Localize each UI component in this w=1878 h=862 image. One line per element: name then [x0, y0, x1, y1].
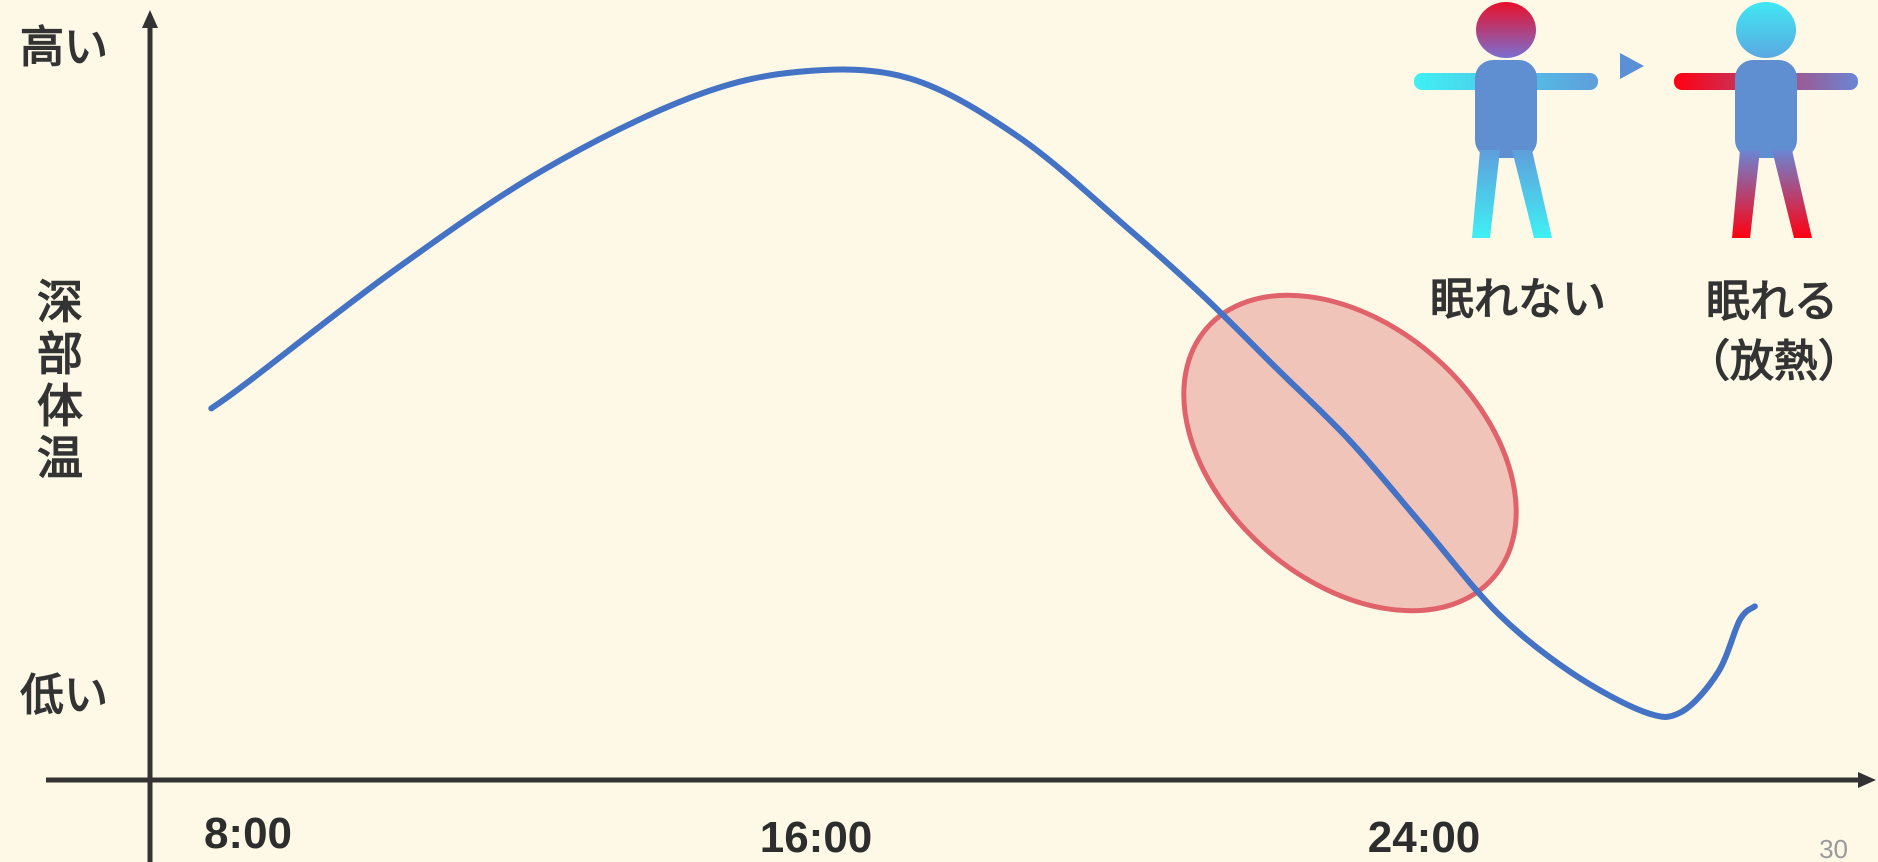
leg-icon [1472, 150, 1500, 238]
x-axis-arrowhead [1858, 772, 1876, 788]
leg-icon [1732, 150, 1760, 238]
y-axis-title-char: 温 [37, 431, 83, 485]
x-tick-label: 24:00 [1368, 813, 1481, 862]
head-icon [1476, 2, 1536, 58]
y-axis [142, 10, 158, 862]
head-icon [1736, 2, 1796, 58]
y-high-label: 高い [20, 22, 108, 73]
torso-icon [1475, 60, 1537, 158]
caption-can-sleep-sub: （放熱） [1686, 336, 1862, 387]
caption-can-sleep: 眠れる [1706, 276, 1838, 327]
y-axis-title-char: 体 [37, 379, 83, 433]
x-tick-label: 16:00 [760, 813, 873, 862]
page-number: 30 [1819, 834, 1848, 862]
figure-can-sleep: 眠れる （放熱） [1674, 2, 1862, 387]
sleep-onset-highlight [1181, 292, 1519, 614]
transition-arrow-icon [1620, 53, 1644, 79]
caption-cannot-sleep: 眠れない [1430, 274, 1606, 325]
x-axis [46, 772, 1876, 788]
y-low-label: 低い [20, 670, 108, 721]
x-tick-label: 8:00 [204, 809, 292, 858]
y-axis-title-char: 深 [37, 275, 83, 329]
leg-icon [1512, 150, 1552, 238]
y-axis-arrowhead [142, 10, 158, 28]
y-axis-title-char: 部 [37, 327, 83, 381]
figure-cannot-sleep: 眠れない [1414, 2, 1606, 325]
torso-icon [1735, 60, 1797, 158]
body-temperature-line [208, 66, 1758, 720]
leg-icon [1772, 150, 1812, 238]
